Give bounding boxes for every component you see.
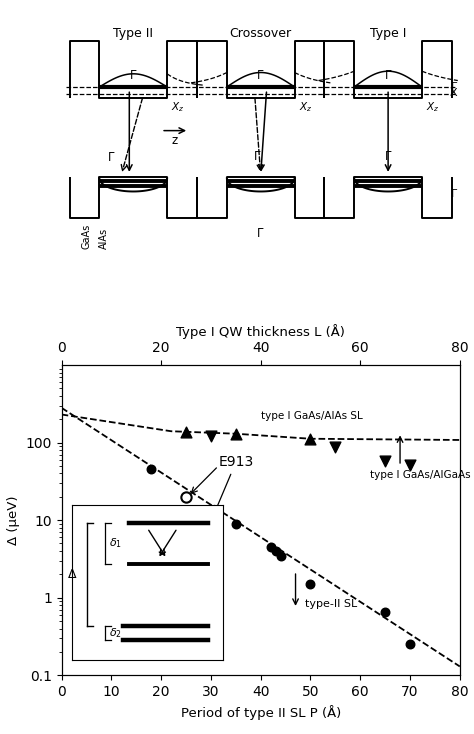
Text: E913: E913	[215, 455, 254, 512]
Text: $\Gamma$: $\Gamma$	[256, 228, 265, 240]
Text: $\Gamma$: $\Gamma$	[450, 80, 458, 92]
Point	[182, 426, 190, 438]
Text: Crossover: Crossover	[229, 27, 292, 40]
Text: $\Gamma$: $\Gamma$	[384, 69, 392, 81]
Point	[147, 464, 155, 476]
Point	[381, 455, 389, 467]
Text: $X_z$: $X_z$	[426, 100, 439, 114]
X-axis label: Period of type II SL P (Å): Period of type II SL P (Å)	[181, 705, 341, 719]
Point	[406, 459, 414, 470]
Point	[272, 545, 280, 557]
X-axis label: Type I QW thickness L (Å): Type I QW thickness L (Å)	[176, 324, 345, 338]
Text: $\Gamma$: $\Gamma$	[253, 150, 261, 163]
Point	[332, 441, 339, 453]
Point	[182, 491, 190, 503]
Point	[182, 491, 190, 503]
Text: GaAs: GaAs	[82, 224, 91, 249]
Text: $\Gamma$: $\Gamma$	[256, 69, 265, 81]
Point	[207, 430, 215, 442]
Text: Type II: Type II	[113, 27, 153, 40]
Point	[267, 541, 274, 553]
Text: $\Gamma$: $\Gamma$	[107, 151, 116, 164]
Text: $X_z$: $X_z$	[171, 100, 184, 114]
Text: z: z	[172, 134, 178, 148]
Point	[232, 517, 239, 529]
Text: type-II SL: type-II SL	[306, 600, 358, 609]
Text: X: X	[450, 88, 458, 98]
Point	[381, 606, 389, 618]
Point	[307, 578, 314, 590]
Text: $X_z$: $X_z$	[299, 100, 312, 114]
Text: type I GaAs/AlAs SL: type I GaAs/AlAs SL	[261, 411, 363, 421]
Text: type I GaAs/AlGaAs QW: type I GaAs/AlGaAs QW	[370, 470, 474, 480]
Point	[307, 433, 314, 445]
Point	[207, 511, 215, 523]
Text: $\Gamma$: $\Gamma$	[129, 69, 137, 81]
Text: Type I: Type I	[370, 27, 406, 40]
Point	[232, 429, 239, 440]
Y-axis label: Δ (μeV): Δ (μeV)	[7, 495, 20, 545]
Point	[277, 550, 284, 562]
Text: AlAs: AlAs	[99, 228, 109, 249]
Text: $\Gamma$: $\Gamma$	[384, 150, 392, 163]
Point	[406, 639, 414, 650]
Text: $\Gamma$: $\Gamma$	[450, 186, 458, 199]
